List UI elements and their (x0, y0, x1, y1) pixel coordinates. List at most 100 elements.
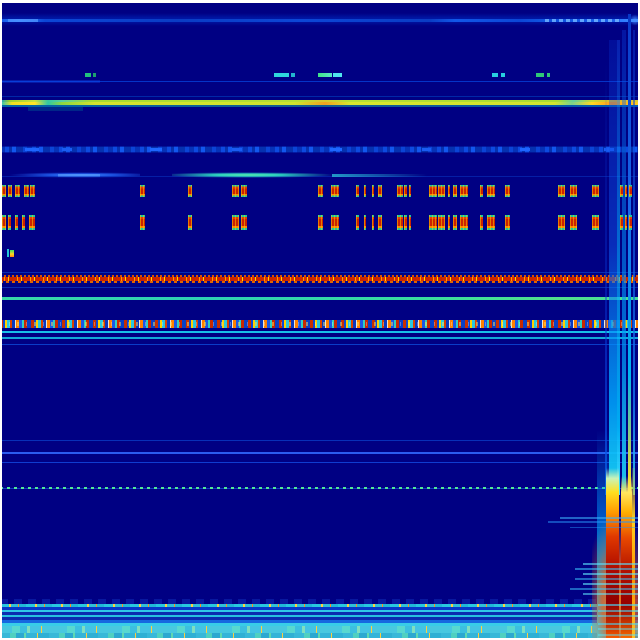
cross-stripe (598, 610, 640, 612)
bottom-band-626 (0, 626, 640, 633)
mark-250-cyan (7, 249, 9, 257)
signal-burst-block (505, 215, 510, 230)
cross-stripe (598, 634, 640, 636)
dash-75 (547, 73, 550, 77)
dotted-488 (0, 487, 640, 489)
redband-core (0, 277, 640, 281)
dash-75 (536, 73, 544, 77)
vstripe (622, 30, 626, 495)
line-344 (0, 344, 640, 345)
signal-burst-block (558, 215, 565, 230)
bottom-navy-612 (0, 612, 640, 615)
dash-75 (318, 73, 332, 77)
signal-burst-block (318, 185, 323, 197)
speckle-band-148 (0, 146, 640, 153)
signal-burst-block (480, 185, 483, 197)
band-103-top (0, 100, 640, 102)
signal-burst-block (404, 215, 407, 230)
line-287 (0, 287, 640, 288)
signal-burst-block (8, 215, 11, 230)
line-453 (0, 452, 640, 454)
signal-burst-block (8, 185, 12, 197)
cross-stripe (570, 588, 640, 590)
signal-burst-block (364, 185, 366, 197)
signal-burst-block (188, 185, 192, 197)
cross-stripe (575, 568, 640, 570)
signal-burst-block (487, 185, 495, 197)
signal-burst-block (453, 185, 457, 197)
signal-burst-block (429, 185, 437, 197)
signal-burst-block (620, 215, 623, 230)
blob-right-edge (632, 468, 635, 640)
signal-burst-block (625, 215, 627, 230)
band-103-under-smear (28, 107, 83, 111)
signal-burst-block (356, 185, 359, 197)
signal-burst-block (460, 215, 468, 230)
signal-burst-block (232, 185, 239, 197)
signal-burst-block (140, 185, 145, 197)
signal-burst-block (29, 215, 35, 230)
vstripe (633, 30, 635, 495)
cyan-line-297 (0, 297, 640, 300)
bottom-navy-617 (0, 617, 640, 620)
signal-burst-block (397, 215, 403, 230)
cross-stripe (598, 604, 640, 606)
vstripe (617, 40, 620, 495)
top-line-dashes (545, 19, 620, 22)
signal-burst-block (438, 215, 445, 230)
signal-burst-block (318, 215, 323, 230)
line-440 (0, 440, 640, 441)
signal-burst-block (241, 215, 247, 230)
redband-top (0, 275, 640, 277)
vstripe (605, 60, 607, 495)
signal-burst-block (453, 215, 457, 230)
signal-burst-block (15, 185, 20, 197)
lozenge-green (172, 172, 340, 178)
speckle-148-dash (520, 148, 530, 151)
signal-burst-block (505, 185, 510, 197)
signal-burst-block (429, 215, 437, 230)
vstripe-bright (628, 14, 631, 495)
signal-burst-block (22, 215, 25, 230)
signal-burst-block (30, 185, 35, 197)
signal-burst-block (629, 185, 632, 197)
signal-burst-block (364, 215, 366, 230)
cross-stripe (598, 615, 640, 617)
signal-burst-block (487, 215, 495, 230)
signal-burst-block (372, 185, 374, 197)
signal-burst-block (570, 185, 577, 197)
signal-burst-block (378, 215, 382, 230)
signal-burst-block (448, 185, 450, 197)
signal-burst-block (140, 215, 145, 230)
dash-75 (85, 73, 91, 77)
signal-burst-block (378, 185, 382, 197)
bottom-blue-607 (0, 607, 640, 610)
bottom-band-633 (0, 633, 640, 640)
blob-core-right (621, 476, 632, 640)
signal-burst-block (558, 185, 565, 197)
dash-75 (492, 73, 498, 77)
cross-stripe (583, 563, 640, 565)
cross-stripe (548, 521, 640, 523)
signal-burst-block (331, 215, 339, 230)
bottom-cyan-610 (0, 610, 640, 612)
cross-stripe (583, 573, 640, 575)
signal-burst-block (438, 185, 445, 197)
signal-burst-block (232, 215, 239, 230)
figure-border-right (638, 0, 640, 640)
signal-burst-block (404, 185, 407, 197)
figure-border-bottom (0, 638, 640, 640)
signal-burst-block (2, 185, 6, 197)
bottom-blue-620 (0, 620, 640, 623)
bottom-texture (0, 599, 640, 604)
band-103-fade (0, 105, 640, 107)
speckle-148-dash (62, 148, 72, 151)
signal-burst-block (24, 185, 29, 197)
line-272 (0, 272, 640, 273)
signal-burst-block (460, 185, 468, 197)
cross-stripe (598, 623, 640, 625)
speckle-148-dash (232, 148, 242, 151)
signal-burst-block (592, 215, 599, 230)
dash-75 (501, 73, 505, 77)
